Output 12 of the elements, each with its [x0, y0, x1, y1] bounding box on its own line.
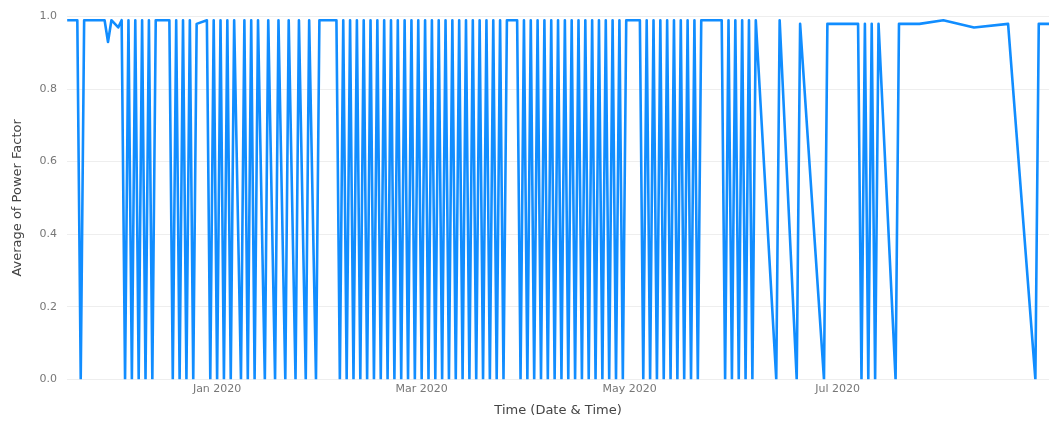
y-tick-label: 0.2 — [39, 299, 58, 313]
y-axis-title: Average of Power Factor — [9, 118, 25, 277]
y-tick-label: 0.4 — [39, 227, 58, 241]
x-tick-label: Jul 2020 — [814, 381, 860, 395]
y-tick-label: 1.0 — [39, 9, 58, 23]
y-tick-label: 0.6 — [39, 154, 58, 168]
x-tick-label: Mar 2020 — [395, 381, 448, 395]
y-tick-label: 0.8 — [39, 81, 58, 95]
x-tick-label: May 2020 — [602, 381, 657, 395]
x-axis-title: Time (Date & Time) — [493, 401, 622, 417]
y-tick-label: 0.0 — [39, 372, 58, 386]
x-tick-label: Jan 2020 — [191, 381, 242, 395]
